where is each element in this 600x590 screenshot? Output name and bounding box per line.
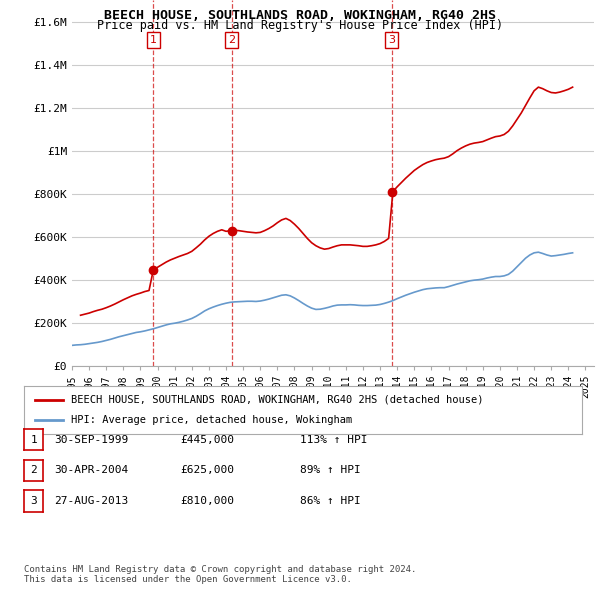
Text: 30-APR-2004: 30-APR-2004 [54,466,128,475]
Text: 3: 3 [30,496,37,506]
Text: BEECH HOUSE, SOUTHLANDS ROAD, WOKINGHAM, RG40 2HS (detached house): BEECH HOUSE, SOUTHLANDS ROAD, WOKINGHAM,… [71,395,484,405]
Text: 89% ↑ HPI: 89% ↑ HPI [300,466,361,475]
Text: £625,000: £625,000 [180,466,234,475]
Text: £810,000: £810,000 [180,496,234,506]
Text: 2: 2 [228,35,235,45]
Text: Price paid vs. HM Land Registry's House Price Index (HPI): Price paid vs. HM Land Registry's House … [97,19,503,32]
Text: 1: 1 [30,435,37,444]
Text: 3: 3 [388,35,395,45]
Text: 113% ↑ HPI: 113% ↑ HPI [300,435,367,444]
Text: BEECH HOUSE, SOUTHLANDS ROAD, WOKINGHAM, RG40 2HS: BEECH HOUSE, SOUTHLANDS ROAD, WOKINGHAM,… [104,9,496,22]
Text: £445,000: £445,000 [180,435,234,444]
Text: 86% ↑ HPI: 86% ↑ HPI [300,496,361,506]
Text: 1: 1 [150,35,157,45]
Text: 2: 2 [30,466,37,475]
Text: Contains HM Land Registry data © Crown copyright and database right 2024.
This d: Contains HM Land Registry data © Crown c… [24,565,416,584]
Text: 30-SEP-1999: 30-SEP-1999 [54,435,128,444]
Text: HPI: Average price, detached house, Wokingham: HPI: Average price, detached house, Woki… [71,415,353,425]
Text: 27-AUG-2013: 27-AUG-2013 [54,496,128,506]
